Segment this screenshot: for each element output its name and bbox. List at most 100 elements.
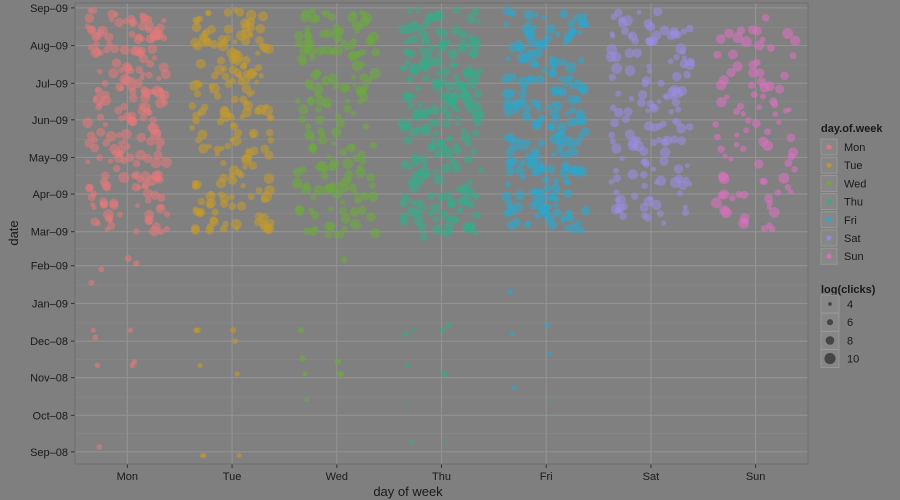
data-point [470, 38, 482, 50]
data-point [304, 79, 314, 89]
legend-label: 10 [847, 354, 859, 366]
data-point [736, 102, 745, 110]
data-point [646, 63, 652, 69]
data-point [573, 79, 584, 91]
y-tick-label: Sep–08 [30, 447, 68, 459]
data-point [515, 165, 525, 175]
data-point [228, 172, 235, 179]
data-point [445, 81, 456, 91]
data-point [518, 89, 527, 98]
data-point [90, 217, 100, 227]
data-point [518, 159, 526, 167]
data-point [555, 31, 561, 37]
data-point [312, 68, 322, 77]
legend-label: Thu [844, 197, 863, 209]
data-point [192, 17, 199, 23]
legend-label: 6 [847, 317, 853, 329]
data-point [258, 42, 267, 50]
data-point [93, 41, 100, 48]
data-point [624, 129, 635, 140]
data-point [433, 216, 440, 223]
data-point [96, 113, 105, 121]
data-point [314, 91, 322, 98]
color-legend: Mon Tue Wed Thu Fri Sat Sun [820, 138, 866, 265]
data-point [535, 187, 546, 198]
data-point [541, 207, 548, 214]
data-point [565, 149, 575, 159]
data-point [432, 81, 444, 93]
data-point [230, 327, 237, 334]
data-point [472, 192, 480, 201]
data-point [234, 371, 240, 377]
data-point [444, 39, 451, 47]
data-point [771, 101, 779, 109]
data-point [415, 177, 425, 187]
data-point [366, 173, 376, 182]
data-point [412, 108, 424, 120]
data-point [121, 139, 127, 145]
data-point [116, 211, 123, 218]
data-point [521, 111, 532, 122]
data-point [560, 161, 571, 171]
data-point [784, 183, 792, 191]
data-point [98, 28, 105, 35]
data-point [143, 188, 153, 199]
legend-label: Tue [844, 160, 863, 172]
data-point [120, 157, 128, 165]
data-point [216, 118, 225, 126]
y-axis-title: date [6, 220, 21, 245]
data-point [86, 131, 96, 140]
data-point [353, 195, 362, 204]
data-point [349, 219, 362, 231]
data-point [541, 14, 547, 20]
data-point [552, 208, 562, 217]
data-point [329, 158, 340, 169]
legend-size-marker [824, 353, 836, 365]
data-point [775, 84, 785, 94]
data-point [132, 170, 141, 180]
data-point [748, 81, 756, 89]
data-point [232, 50, 244, 62]
data-point [409, 439, 414, 445]
data-point [328, 12, 336, 21]
data-point [460, 88, 470, 98]
data-point [506, 221, 516, 231]
data-point [350, 110, 356, 117]
data-point [634, 136, 641, 144]
data-point [131, 183, 141, 192]
data-point [351, 60, 363, 72]
data-point [756, 104, 763, 111]
legend-swatch [826, 180, 832, 186]
data-point [638, 90, 648, 100]
x-axis-title: day of week [373, 484, 443, 499]
data-point [548, 122, 556, 130]
data-point [451, 163, 461, 173]
data-point [156, 76, 162, 82]
data-point [235, 7, 245, 17]
data-point [268, 114, 275, 121]
data-point [331, 141, 337, 147]
legend-swatch [826, 144, 832, 150]
data-point [549, 108, 560, 119]
data-point [90, 143, 100, 153]
data-point [547, 219, 558, 231]
y-tick-label: Mar–09 [31, 227, 68, 239]
legend-label: Sun [844, 251, 864, 263]
data-point [124, 255, 132, 262]
data-point [677, 136, 687, 146]
data-point [222, 220, 229, 227]
data-point [416, 168, 423, 175]
data-point [241, 83, 252, 94]
legend-label: 8 [847, 335, 853, 347]
data-point [155, 203, 166, 214]
data-point [740, 145, 747, 152]
data-point [255, 50, 261, 56]
data-point [138, 53, 149, 64]
data-point [472, 89, 483, 99]
data-point [683, 70, 691, 79]
data-point [188, 102, 197, 110]
x-tick-label: Tue [223, 471, 242, 483]
data-point [359, 72, 369, 83]
data-point [784, 159, 793, 168]
data-point [132, 159, 141, 168]
